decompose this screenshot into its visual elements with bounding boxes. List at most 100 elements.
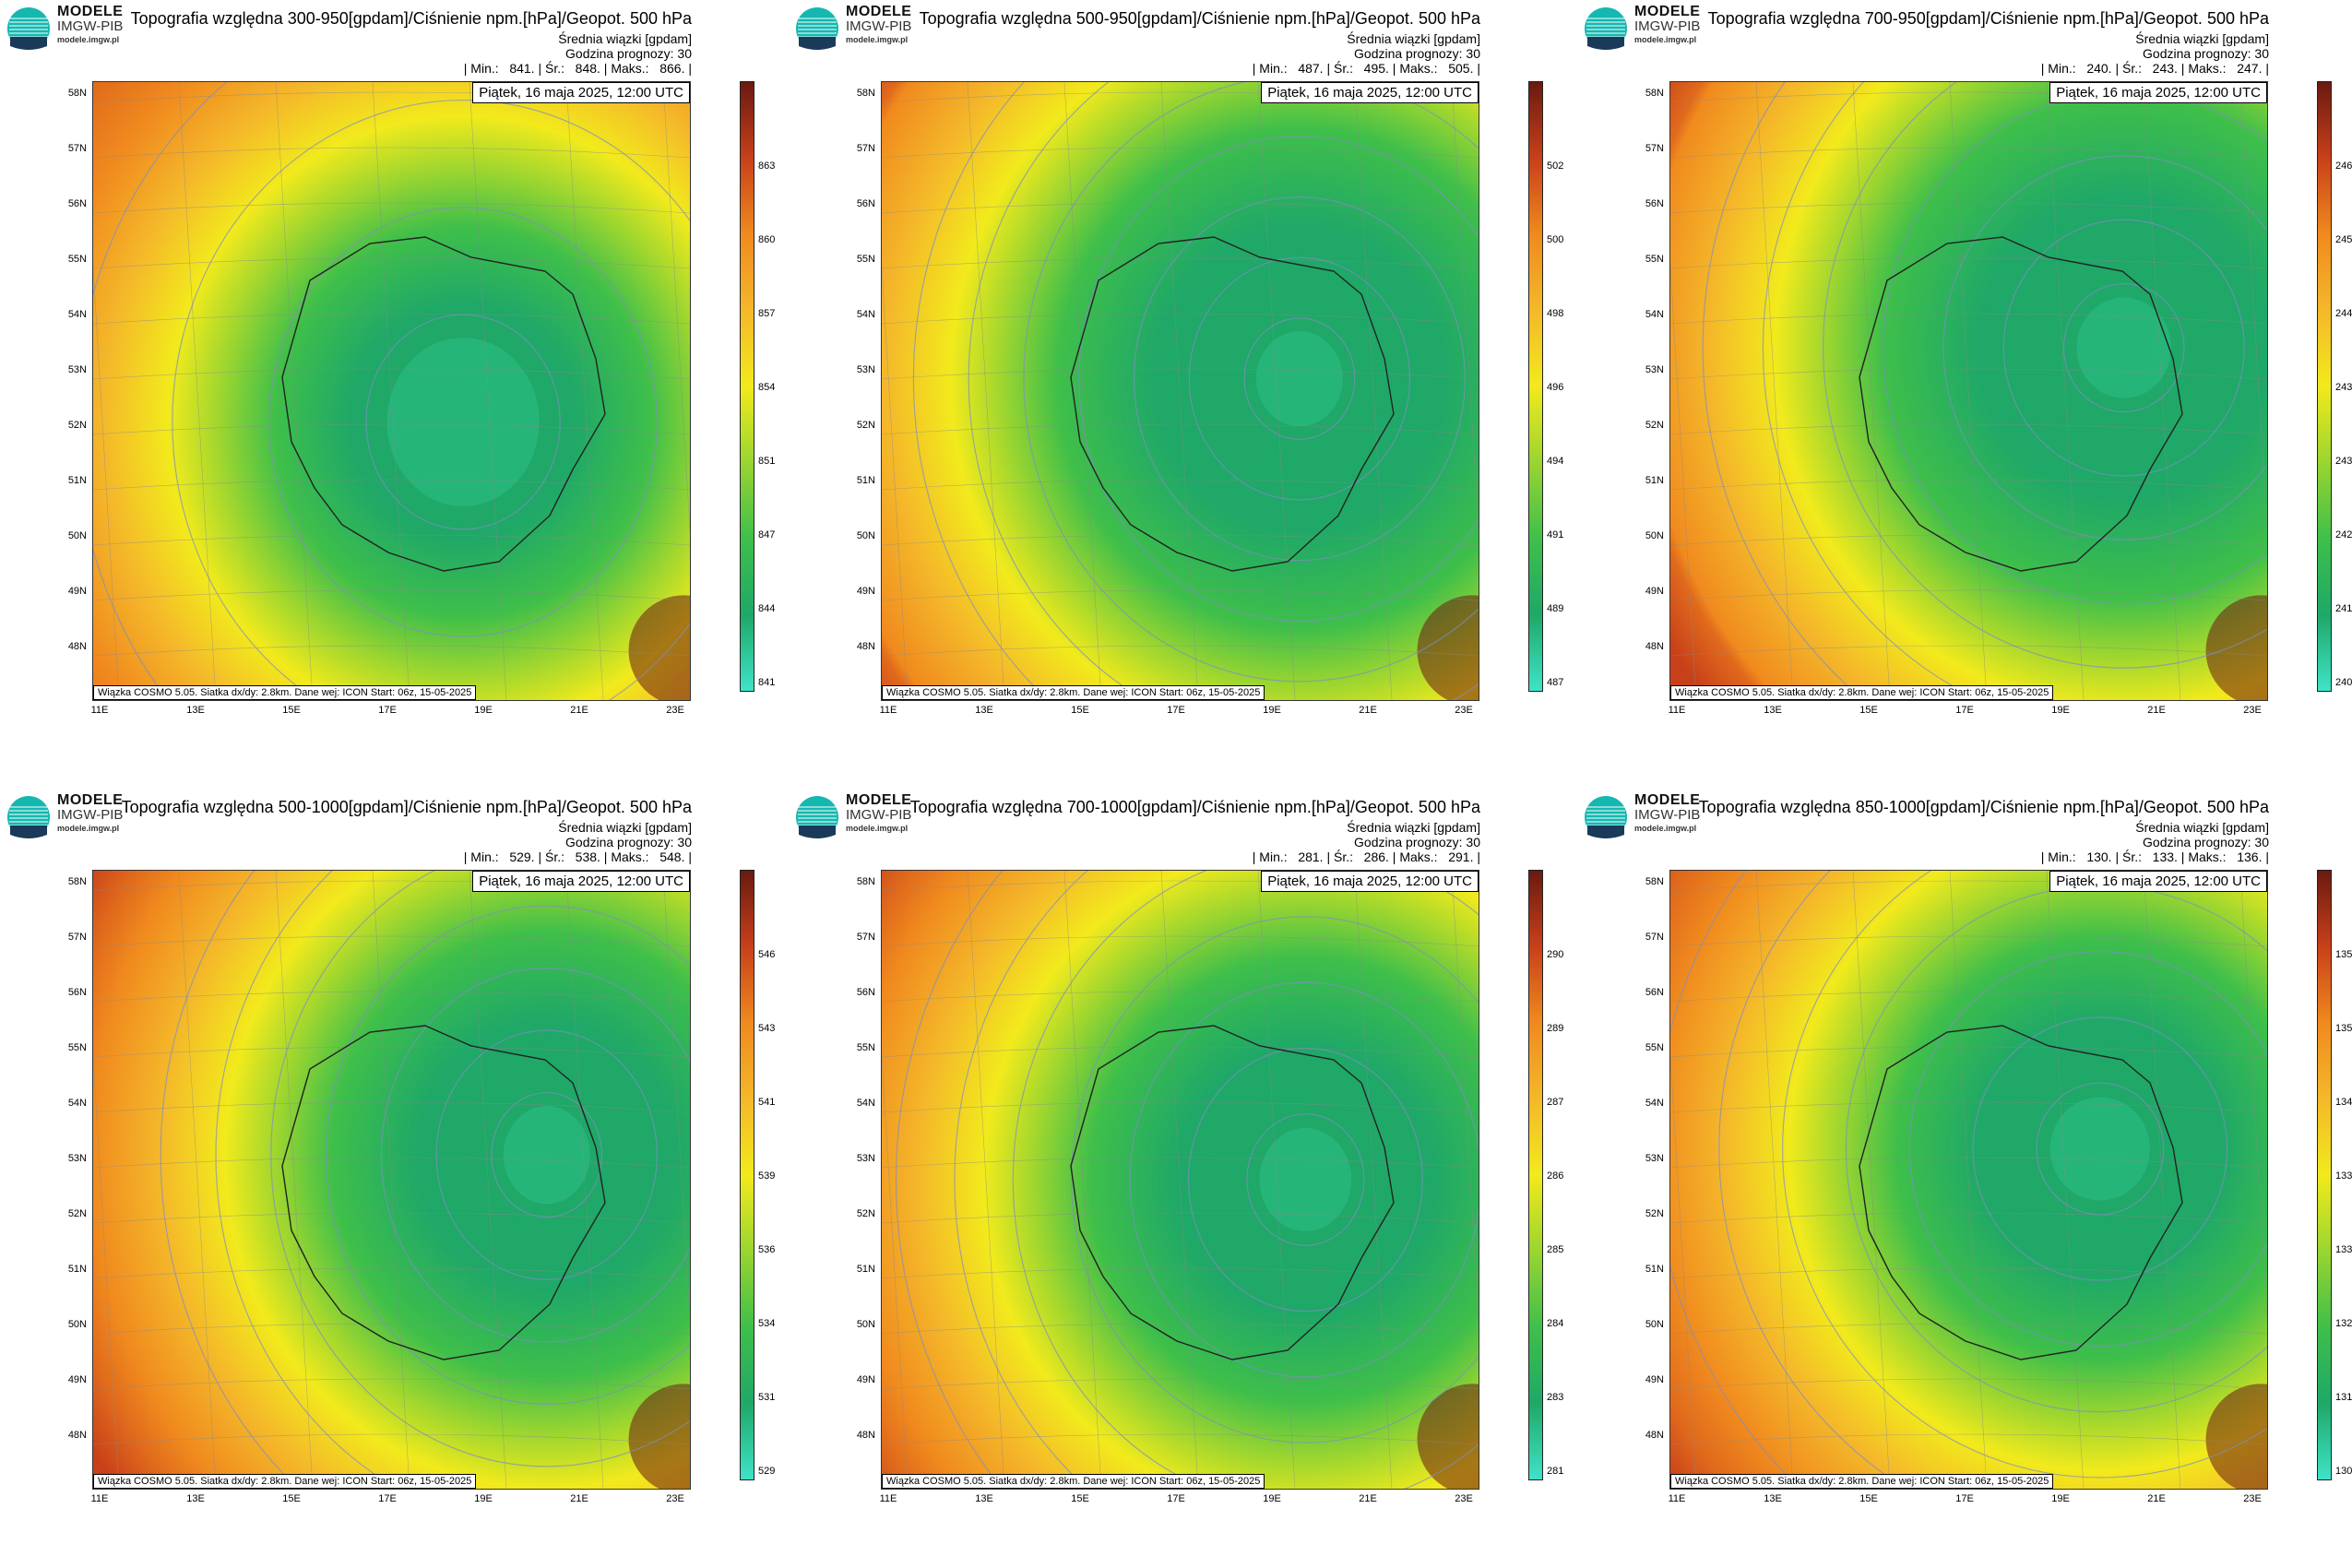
map-field bbox=[93, 82, 690, 700]
colorbar-tick: 133 bbox=[2335, 1244, 2352, 1255]
lat-label: 56N bbox=[67, 987, 87, 998]
lon-label: 11E bbox=[90, 1493, 109, 1504]
panel-stats: | Min.: 529. | Śr.: 538. | Maks.: 548. | bbox=[463, 849, 692, 864]
colorbar-tick: 289 bbox=[1547, 1023, 1564, 1034]
map-area: Piątek, 16 maja 2025, 12:00 UTC Wiązka CO… bbox=[1669, 870, 2268, 1490]
colorbar bbox=[740, 870, 754, 1480]
lon-label: 15E bbox=[1071, 705, 1089, 716]
panel-subtitle-forecast-hour: Godzina prognozy: 30 bbox=[565, 835, 692, 849]
panel-subtitle-mean: Średnia wiązki [gpdam] bbox=[558, 31, 692, 46]
lat-label: 49N bbox=[67, 586, 87, 597]
brand-url: modele.imgw.pl bbox=[846, 35, 909, 44]
brand-institute: IMGW-PIB bbox=[1634, 807, 1701, 823]
model-info-footer: Wiązka COSMO 5.05. Siatka dx/dy: 2.8km. … bbox=[93, 1474, 477, 1489]
brand-name: MODELE bbox=[846, 4, 912, 19]
lon-label: 11E bbox=[90, 705, 109, 716]
panel-title: Topografia względna 300-950[gpdam]/Ciśni… bbox=[130, 9, 692, 28]
brand-name: MODELE bbox=[57, 792, 124, 808]
colorbar-tick: 243 bbox=[2335, 382, 2352, 393]
colorbar-tick: 245 bbox=[2335, 234, 2352, 245]
lat-label: 49N bbox=[856, 586, 875, 597]
colorbar-tick: 133 bbox=[2335, 1170, 2352, 1182]
lat-label: 58N bbox=[1645, 876, 1664, 887]
colorbar-tick: 494 bbox=[1547, 456, 1564, 467]
colorbar-tick: 500 bbox=[1547, 234, 1564, 245]
lat-label: 49N bbox=[1645, 1374, 1664, 1385]
map-area: Piątek, 16 maja 2025, 12:00 UTC Wiązka CO… bbox=[881, 870, 1479, 1490]
colorbar-tick: 863 bbox=[758, 160, 776, 172]
lon-label: 23E bbox=[2243, 1493, 2262, 1504]
forecast-date: Piątek, 16 maja 2025, 12:00 UTC bbox=[1261, 871, 1479, 892]
brand-name: MODELE bbox=[1634, 792, 1701, 808]
colorbar-tick: 290 bbox=[1547, 949, 1564, 960]
map-panel: MODELE IMGW-PIB modele.imgw.pl Topografia w… bbox=[789, 0, 1563, 756]
colorbar-tick: 546 bbox=[758, 949, 776, 960]
brand-url: modele.imgw.pl bbox=[57, 35, 120, 44]
map-area: Piątek, 16 maja 2025, 12:00 UTC Wiązka CO… bbox=[881, 81, 1479, 701]
brand-name: MODELE bbox=[846, 792, 912, 808]
colorbar bbox=[2317, 81, 2332, 692]
lat-label: 55N bbox=[856, 1042, 875, 1053]
lat-label: 58N bbox=[67, 876, 87, 887]
imgw-logo-icon bbox=[7, 7, 50, 50]
lat-label: 53N bbox=[67, 364, 87, 375]
panel-subtitle-forecast-hour: Godzina prognozy: 30 bbox=[2143, 46, 2269, 61]
lon-label: 13E bbox=[1764, 705, 1782, 716]
lat-label: 48N bbox=[1645, 1430, 1664, 1441]
colorbar-tick: 244 bbox=[2335, 308, 2352, 319]
brand-institute: IMGW-PIB bbox=[57, 807, 124, 823]
map-panel: MODELE IMGW-PIB modele.imgw.pl Topografia w… bbox=[0, 789, 775, 1545]
imgw-logo-icon bbox=[1585, 7, 1627, 50]
colorbar-tick: 287 bbox=[1547, 1097, 1564, 1108]
brand-institute: IMGW-PIB bbox=[846, 807, 912, 823]
model-info-footer: Wiązka COSMO 5.05. Siatka dx/dy: 2.8km. … bbox=[882, 685, 1265, 700]
lat-label: 54N bbox=[1645, 309, 1664, 320]
lon-label: 11E bbox=[879, 1493, 897, 1504]
lat-label: 54N bbox=[856, 309, 875, 320]
map-area: Piątek, 16 maja 2025, 12:00 UTC Wiązka CO… bbox=[92, 870, 691, 1490]
lat-label: 53N bbox=[856, 364, 875, 375]
lat-label: 53N bbox=[856, 1153, 875, 1164]
map-area: Piątek, 16 maja 2025, 12:00 UTC Wiązka CO… bbox=[92, 81, 691, 701]
lon-label: 19E bbox=[474, 705, 493, 716]
colorbar-tick: 844 bbox=[758, 603, 776, 614]
colorbar-tick: 132 bbox=[2335, 1318, 2352, 1329]
lat-label: 56N bbox=[1645, 198, 1664, 209]
panel-subtitle-forecast-hour: Godzina prognozy: 30 bbox=[2143, 835, 2269, 849]
lat-label: 56N bbox=[1645, 987, 1664, 998]
colorbar-tick: 134 bbox=[2335, 1097, 2352, 1108]
lon-label: 17E bbox=[378, 1493, 397, 1504]
colorbar-tick: 857 bbox=[758, 308, 776, 319]
lat-label: 52N bbox=[856, 1208, 875, 1219]
lat-label: 48N bbox=[856, 1430, 875, 1441]
lat-label: 51N bbox=[856, 475, 875, 486]
panel-subtitle-forecast-hour: Godzina prognozy: 30 bbox=[565, 46, 692, 61]
brand-url: modele.imgw.pl bbox=[1634, 35, 1697, 44]
colorbar-tick: 531 bbox=[758, 1392, 776, 1403]
lat-label: 50N bbox=[67, 530, 87, 541]
map-panel: MODELE IMGW-PIB modele.imgw.pl Topografia w… bbox=[789, 789, 1563, 1545]
lon-label: 23E bbox=[2243, 705, 2262, 716]
panel-stats: | Min.: 841. | Śr.: 848. | Maks.: 866. | bbox=[463, 61, 692, 76]
colorbar-tick: 242 bbox=[2335, 529, 2352, 540]
colorbar-tick: 135 bbox=[2335, 949, 2352, 960]
map-field bbox=[882, 871, 1479, 1489]
lat-label: 56N bbox=[67, 198, 87, 209]
lat-label: 58N bbox=[856, 88, 875, 99]
lon-label: 17E bbox=[1167, 705, 1185, 716]
lon-label: 17E bbox=[1955, 705, 1974, 716]
panel-subtitle-forecast-hour: Godzina prognozy: 30 bbox=[1354, 835, 1480, 849]
panel-subtitle-mean: Średnia wiązki [gpdam] bbox=[2135, 31, 2269, 46]
lon-label: 21E bbox=[570, 705, 588, 716]
brand-url: modele.imgw.pl bbox=[1634, 824, 1697, 833]
lat-label: 50N bbox=[67, 1319, 87, 1330]
brand-url: modele.imgw.pl bbox=[846, 824, 909, 833]
lat-label: 57N bbox=[67, 932, 87, 943]
map-panel: MODELE IMGW-PIB modele.imgw.pl Topografia w… bbox=[0, 0, 775, 756]
colorbar-tick: 243 bbox=[2335, 456, 2352, 467]
lat-label: 58N bbox=[1645, 88, 1664, 99]
colorbar bbox=[1528, 870, 1543, 1480]
forecast-date: Piątek, 16 maja 2025, 12:00 UTC bbox=[1261, 82, 1479, 103]
lon-label: 23E bbox=[1455, 1493, 1473, 1504]
brand-url: modele.imgw.pl bbox=[57, 824, 120, 833]
